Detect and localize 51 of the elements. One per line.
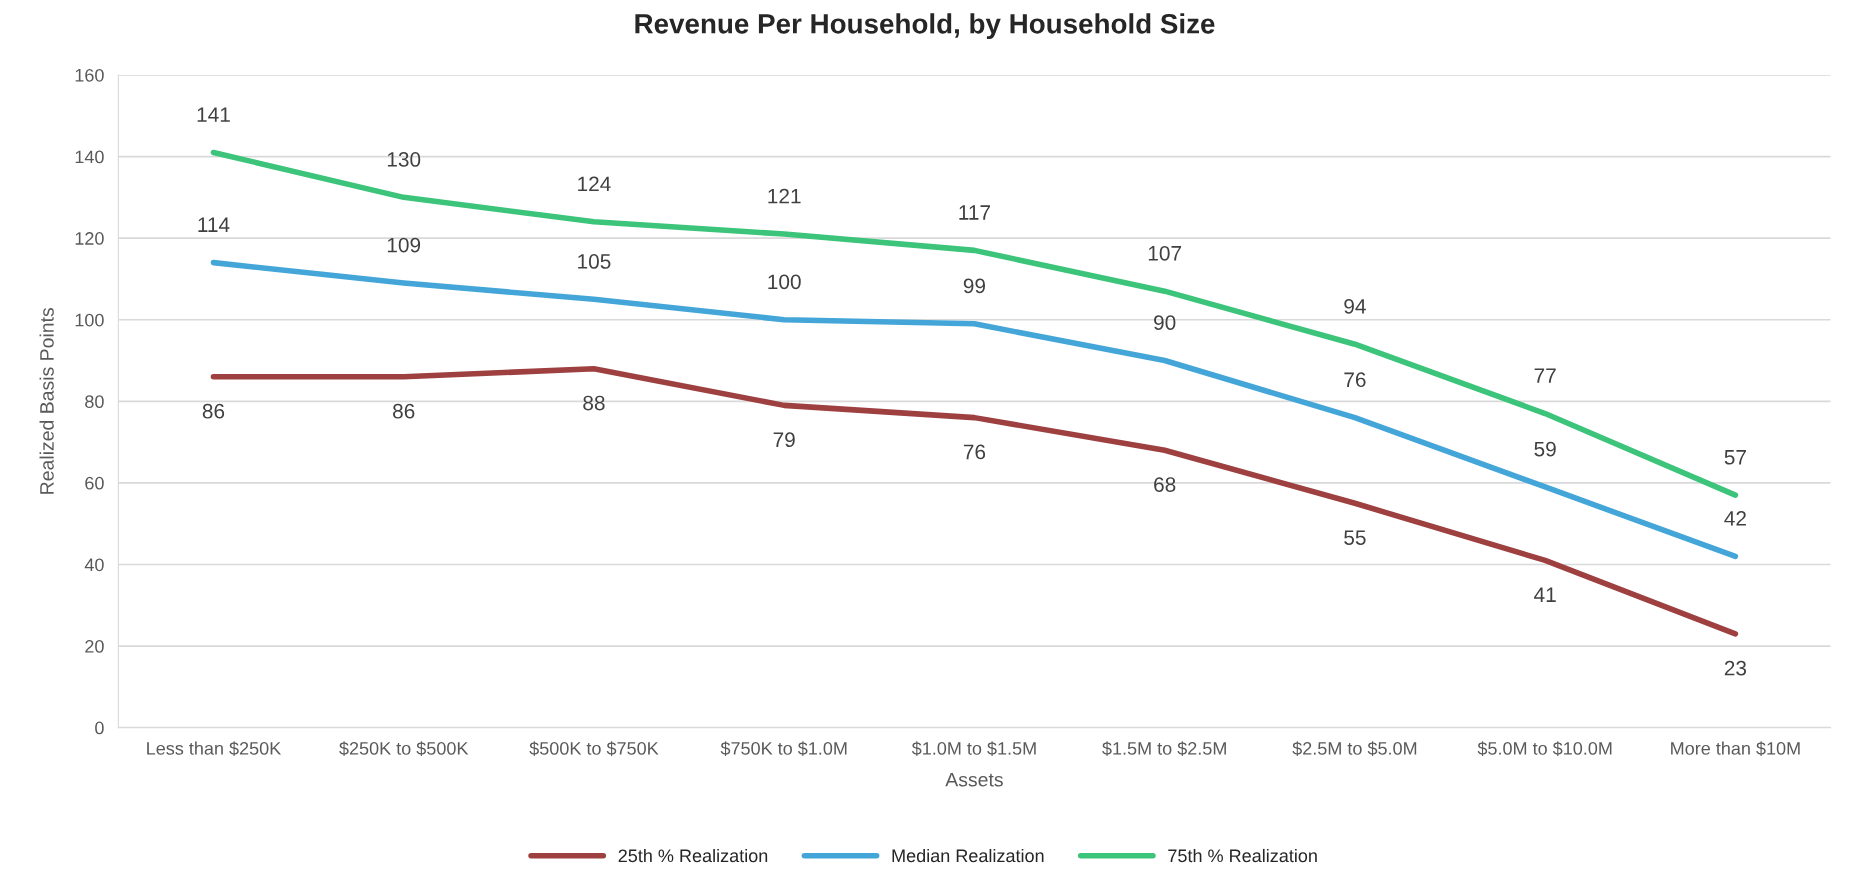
- y-tick-label: 0: [95, 721, 104, 735]
- x-tick-label: $750K to $1.0M: [720, 741, 847, 756]
- data-label: 130: [387, 152, 421, 167]
- x-tick-label: $2.5M to $5.0M: [1292, 741, 1417, 756]
- data-label: 107: [1148, 245, 1181, 261]
- x-tick-label: $250K to $500K: [339, 741, 469, 756]
- legend-label: 25th % Realization: [618, 848, 768, 863]
- data-label: 42: [1724, 511, 1746, 526]
- y-tick-label: 160: [75, 68, 104, 82]
- data-label: 86: [393, 403, 415, 419]
- data-label: 79: [773, 432, 795, 448]
- legend-label: 75th % Realization: [1168, 848, 1317, 863]
- x-tick-label: $5.0M to $10.0M: [1477, 741, 1612, 756]
- data-label: 114: [198, 217, 230, 232]
- x-tick-label: Less than $250K: [147, 741, 282, 756]
- data-label: 86: [202, 403, 225, 419]
- data-label: 124: [578, 176, 611, 192]
- data-label: 109: [387, 237, 421, 253]
- y-tick-label: 140: [75, 150, 104, 164]
- data-label: 76: [963, 444, 986, 460]
- data-label: 68: [1154, 477, 1176, 492]
- data-label: 94: [1344, 298, 1366, 314]
- data-label: 88: [583, 395, 605, 411]
- data-label: 90: [1154, 315, 1176, 330]
- x-tick-label: $500K to $750K: [529, 741, 659, 756]
- data-label: 41: [1534, 587, 1556, 602]
- x-axis-title: Assets: [945, 772, 1003, 787]
- data-label: 59: [1534, 441, 1556, 457]
- x-tick-label: More than $10M: [1671, 741, 1800, 756]
- y-tick-label: 60: [85, 476, 104, 490]
- data-label: 141: [197, 107, 230, 122]
- data-label: 76: [1344, 372, 1366, 388]
- data-label: 121: [768, 188, 801, 204]
- x-tick-label: $1.5M to $2.5M: [1102, 741, 1226, 756]
- data-label: 99: [963, 278, 986, 294]
- data-label: 100: [768, 274, 801, 290]
- y-tick-label: 40: [84, 558, 104, 572]
- data-label: 117: [959, 205, 990, 220]
- y-tick-label: 100: [75, 313, 104, 327]
- data-label: 57: [1724, 450, 1746, 465]
- data-label: 55: [1344, 530, 1366, 545]
- data-label: 23: [1724, 660, 1747, 676]
- y-tick-label: 120: [75, 232, 104, 245]
- data-label: 77: [1534, 368, 1556, 383]
- legend-label: Median Realization: [892, 848, 1044, 863]
- y-tick-label: 20: [85, 640, 104, 653]
- y-tick-label: 80: [85, 395, 104, 409]
- y-axis-title: Realized Basis Points: [39, 307, 54, 494]
- chart-title: Revenue Per Household, by Household Size: [635, 13, 1215, 40]
- x-tick-label: $1.0M to $1.5M: [911, 741, 1036, 756]
- data-label: 105: [578, 254, 611, 269]
